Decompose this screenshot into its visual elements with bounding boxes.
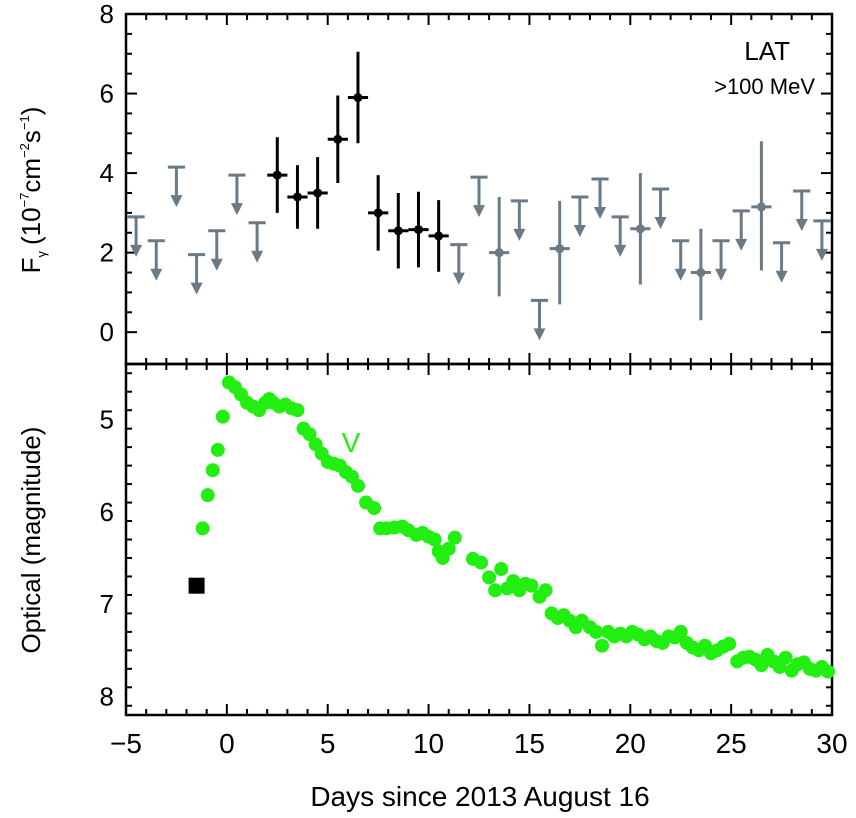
y-tick-label: 6 xyxy=(100,497,114,527)
bottom-panel-frame xyxy=(124,362,834,717)
x-tick-label: −5 xyxy=(110,728,142,759)
upper-limit-arrowhead xyxy=(513,228,526,241)
detection-point xyxy=(313,188,323,198)
bottom-panel: 5 6 7 8 −5 0 5 10 15 20 25 30 V Optical (magnitude… xyxy=(16,362,848,812)
bottom-data-layer xyxy=(188,375,835,679)
upper-limit-arrowhead xyxy=(210,258,223,271)
upper-limit-arrowhead xyxy=(654,217,667,229)
y-tick-label: 8 xyxy=(100,0,114,29)
y-tick-label: 7 xyxy=(100,589,114,619)
low-significance-point xyxy=(635,224,645,234)
bottom-y-axis-title: Optical (magnitude) xyxy=(16,427,46,654)
low-significance-point xyxy=(756,202,766,212)
v-band-point xyxy=(205,463,220,478)
upper-limit-arrowhead xyxy=(130,244,143,257)
v-band-point xyxy=(195,521,210,536)
energy-label: >100 MeV xyxy=(714,74,815,99)
x-tick-label: 15 xyxy=(514,728,545,759)
x-axis-title: Days since 2013 August 16 xyxy=(310,781,649,812)
upper-limit-arrowhead xyxy=(614,244,627,257)
v-band-point xyxy=(447,530,462,545)
v-band-point xyxy=(488,583,503,598)
detection-point xyxy=(434,231,444,241)
y-tick-label: 4 xyxy=(100,158,114,188)
upper-limit-arrowhead xyxy=(674,268,687,281)
upper-limit-arrowhead xyxy=(473,205,485,218)
detection-point xyxy=(272,170,282,180)
v-band-point xyxy=(673,624,688,639)
pre-discovery-point xyxy=(188,577,205,594)
detection-point xyxy=(333,134,343,144)
upper-limit-arrowhead xyxy=(735,238,748,251)
y-tick-label: 6 xyxy=(100,79,114,109)
upper-limit-arrowhead xyxy=(230,203,243,216)
low-significance-point xyxy=(494,248,504,258)
x-tick-label: 10 xyxy=(413,728,444,759)
upper-limit-arrowhead xyxy=(795,218,808,231)
y-tick-label: 8 xyxy=(100,682,114,712)
detection-point xyxy=(393,226,403,236)
bottom-x-axis: −5 0 5 10 15 20 25 30 xyxy=(110,364,848,759)
x-tick-label: 0 xyxy=(219,728,235,759)
detection-point xyxy=(292,192,302,202)
y-tick-label: 2 xyxy=(100,238,114,268)
y-tick-label: 0 xyxy=(100,317,114,347)
x-tick-label: 5 xyxy=(320,728,336,759)
v-band-point xyxy=(427,532,442,547)
top-y-axis: 0 2 4 6 8 xyxy=(100,0,832,347)
upper-limit-arrowhead xyxy=(715,268,728,281)
y-tick-label: 5 xyxy=(100,404,114,434)
v-band-point xyxy=(215,409,230,424)
top-y-axis-title: Fγ(10−7cm−2s−1) xyxy=(16,107,49,274)
v-band-point xyxy=(524,578,539,593)
v-band-point xyxy=(722,636,737,651)
v-band-label: V xyxy=(342,427,361,458)
top-data-layer xyxy=(127,51,831,341)
top-y-axis-label: Fγ(10−7cm−2s−1) xyxy=(16,107,49,274)
v-band-point xyxy=(820,664,835,679)
v-band-point xyxy=(588,624,603,639)
bottom-y-axis: 5 6 7 8 xyxy=(100,372,832,712)
v-band-point xyxy=(290,403,305,418)
v-band-point xyxy=(200,488,215,503)
v-band-point xyxy=(350,478,365,493)
v-band-point xyxy=(302,427,317,442)
top-panel: 0 2 4 6 8 LAT >100 MeV Fγ(10−7cm−2s−1) xyxy=(16,0,834,366)
v-band-point xyxy=(474,555,489,570)
upper-limit-arrowhead xyxy=(452,272,465,285)
upper-limit-arrowhead xyxy=(190,282,203,295)
x-tick-label: 25 xyxy=(716,728,747,759)
detection-point xyxy=(353,93,363,103)
upper-limit-arrowhead xyxy=(150,268,163,281)
v-band-point xyxy=(494,562,509,577)
v-band-point xyxy=(595,638,610,653)
v-band-point xyxy=(482,570,497,585)
x-tick-label: 20 xyxy=(615,728,646,759)
detection-point xyxy=(413,225,423,235)
upper-limit-arrowhead xyxy=(573,224,586,237)
detection-point xyxy=(373,208,383,218)
upper-limit-arrowhead xyxy=(251,250,264,263)
v-band-point xyxy=(778,650,793,665)
v-band-point xyxy=(538,583,553,598)
x-tick-label: 30 xyxy=(816,728,847,759)
low-significance-point xyxy=(696,268,706,278)
v-band-point xyxy=(754,658,769,673)
v-band-point xyxy=(210,442,225,457)
v-band-point xyxy=(441,541,456,556)
upper-limit-arrowhead xyxy=(533,328,546,341)
v-band-point xyxy=(367,501,382,516)
upper-limit-arrowhead xyxy=(594,207,607,220)
low-significance-point xyxy=(555,244,565,254)
upper-limit-arrowhead xyxy=(170,195,183,208)
upper-limit-arrowhead xyxy=(775,270,788,283)
lat-label: LAT xyxy=(744,36,790,66)
upper-limit-arrowhead xyxy=(815,248,828,261)
